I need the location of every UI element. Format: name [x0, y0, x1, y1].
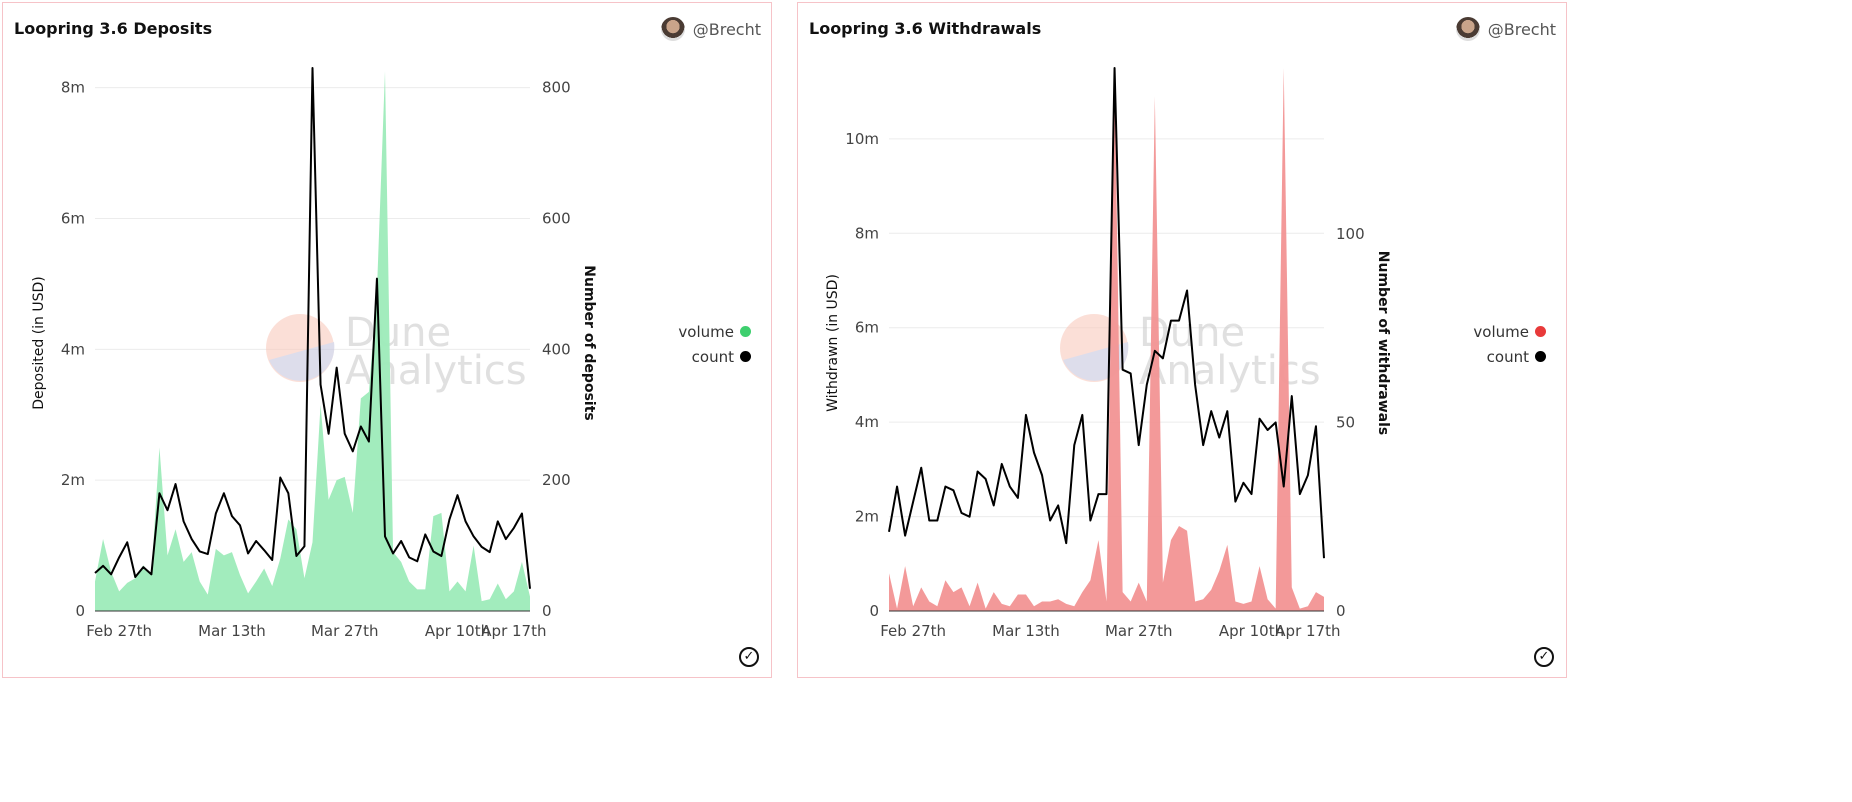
x-tick-label: Mar 27th: [1105, 622, 1173, 640]
author-link[interactable]: @Brecht: [1455, 17, 1556, 41]
y2-tick-label: 200: [542, 471, 571, 489]
y2-tick-label: 0: [542, 602, 552, 620]
legend-dot-icon: [1535, 326, 1546, 337]
y-tick-label: 8m: [855, 224, 879, 242]
x-tick-label: Feb 27th: [86, 622, 152, 640]
count-line: [888, 67, 1325, 559]
x-tick-label: Apr 17th: [1275, 622, 1340, 640]
y-tick-label: 6m: [855, 319, 879, 337]
y2-tick-label: 0: [1336, 602, 1346, 620]
legend-item-volume[interactable]: volume: [671, 319, 751, 344]
y-tick-label: 0: [75, 602, 85, 620]
volume-area: [889, 68, 1324, 611]
legend-item-volume[interactable]: volume: [1466, 319, 1546, 344]
author-link[interactable]: @Brecht: [660, 17, 761, 41]
y-tick-label: 4m: [61, 340, 85, 358]
legend-label: volume: [678, 322, 734, 341]
y2-axis-title: Number of withdrawals: [1375, 251, 1391, 435]
x-tick-label: Feb 27th: [880, 622, 946, 640]
x-tick-label: Apr 10th: [425, 622, 490, 640]
y2-tick-label: 400: [542, 340, 571, 358]
y-tick-label: 8m: [61, 79, 85, 97]
legend-dot-icon: [740, 351, 751, 362]
x-tick-label: Apr 10th: [1219, 622, 1284, 640]
deposits-chart-panel: Loopring 3.6 Deposits @Brecht 0 2m 4m 6m 8m 0…: [2, 2, 772, 678]
y2-tick-label: 600: [542, 209, 571, 227]
author-name: @Brecht: [1487, 19, 1556, 39]
legend-dot-icon: [1535, 351, 1546, 362]
avatar: [660, 17, 685, 41]
watermark-text: Analytics: [1139, 348, 1321, 394]
check-circle-icon[interactable]: ✓: [1534, 647, 1554, 667]
y-tick-label: 4m: [855, 413, 879, 431]
watermark-circle-icon: [269, 342, 335, 381]
legend-dot-icon: [740, 326, 751, 337]
x-tick-label: Mar 13th: [992, 622, 1060, 640]
legend-label: count: [1486, 347, 1529, 366]
y-tick-label: 2m: [61, 471, 85, 489]
legend-item-count[interactable]: count: [671, 344, 751, 369]
legend-label: count: [691, 347, 734, 366]
y-tick-label: 0: [869, 602, 879, 620]
y-axis-title: Deposited (in USD): [31, 276, 47, 410]
y2-tick-label: 100: [1336, 225, 1365, 243]
legend: volume count: [671, 319, 751, 369]
legend-item-count[interactable]: count: [1466, 344, 1546, 369]
chart-svg: 0 2m 4m 6m 8m 0 200 400 600 800 Feb 27th Mar 13th Ma…: [31, 67, 597, 640]
x-tick-label: Mar 13th: [198, 622, 266, 640]
x-tick-label: Apr 17th: [481, 622, 546, 640]
chart-title: Loopring 3.6 Withdrawals: [809, 19, 1042, 38]
y2-tick-label: 50: [1336, 413, 1355, 431]
count-line: [94, 67, 531, 589]
author-name: @Brecht: [692, 19, 761, 39]
y-axis-title: Withdrawn (in USD): [825, 274, 841, 412]
legend-label: volume: [1473, 322, 1529, 341]
y2-axis-title: Number of deposits: [581, 265, 597, 420]
y-tick-label: 6m: [61, 209, 85, 227]
y2-tick-label: 800: [542, 79, 571, 97]
avatar: [1455, 17, 1480, 41]
chart-title: Loopring 3.6 Deposits: [14, 19, 213, 38]
watermark-text: Dune: [345, 310, 451, 356]
check-circle-icon[interactable]: ✓: [739, 647, 759, 667]
legend: volume count: [1466, 319, 1546, 369]
y-tick-label: 2m: [855, 508, 879, 526]
chart-svg: 0 2m 4m 6m 8m 10m 0 50 100 Feb 27th Mar 13th Mar 27…: [825, 67, 1391, 640]
y-tick-label: 10m: [845, 130, 879, 148]
x-tick-label: Mar 27th: [311, 622, 379, 640]
withdrawals-chart-panel: Loopring 3.6 Withdrawals @Brecht 0 2m 4m 6m…: [797, 2, 1567, 678]
